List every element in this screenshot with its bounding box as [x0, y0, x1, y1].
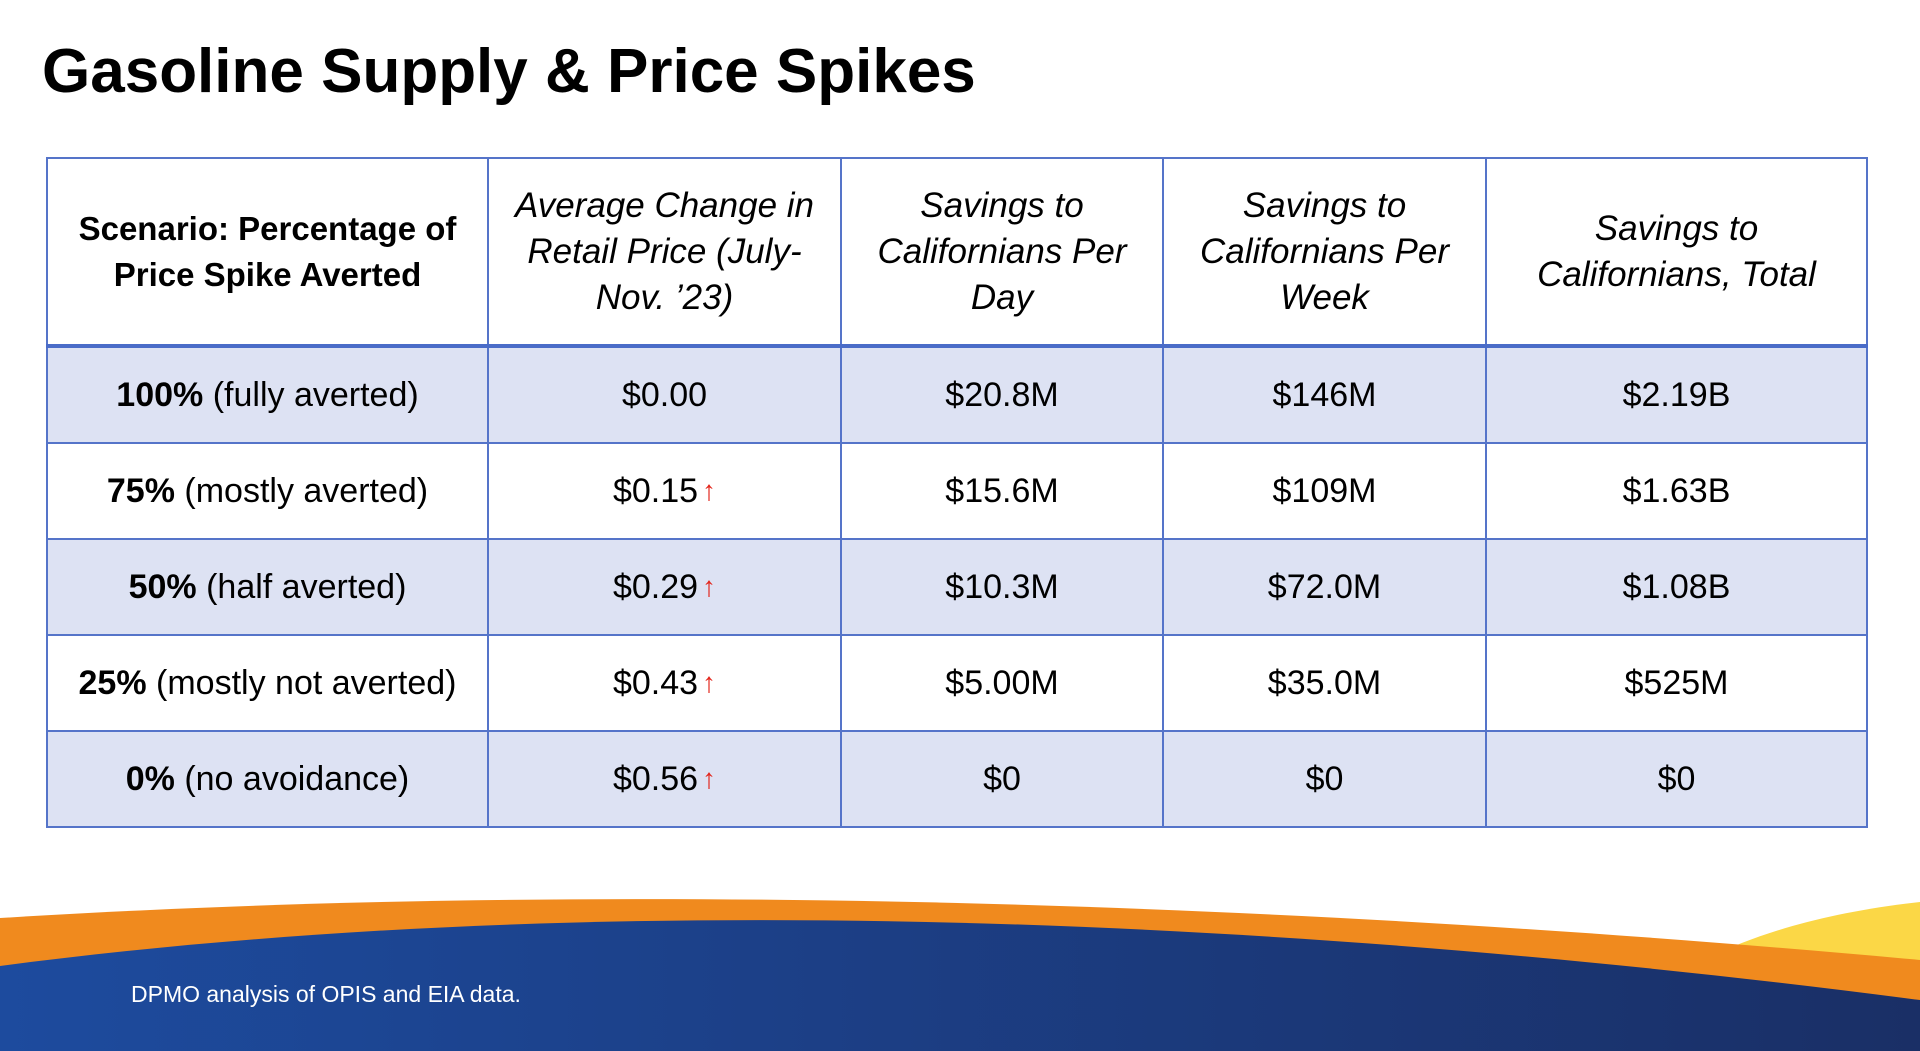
slide-title: Gasoline Supply & Price Spikes	[42, 37, 976, 106]
header-savings-per-day: Savings to Californians Per Day	[840, 157, 1164, 347]
savings-per-week-cell: $146M	[1162, 345, 1487, 444]
table-header-row: Scenario: Percentage of Price Spike Aver…	[46, 157, 1868, 347]
savings-per-week-cell: $35.0M	[1162, 634, 1487, 732]
price-change-value: $0.00	[621, 375, 708, 414]
price-change-value: $0.29	[612, 567, 699, 606]
savings-total-cell: $1.63B	[1485, 442, 1868, 540]
savings-total-cell: $0	[1485, 730, 1868, 828]
arrow-up-icon: ↑	[702, 474, 717, 506]
price-change-value: $0.15	[612, 471, 699, 510]
savings-per-day-cell: $10.3M	[840, 538, 1164, 636]
scenario-cell: 25% (mostly not averted)	[46, 634, 489, 732]
arrow-up-icon: ↑	[702, 762, 717, 794]
scenario-percent: 75%	[106, 471, 175, 510]
savings-per-week-cell: $0	[1162, 730, 1487, 828]
savings-per-week-cell: $72.0M	[1162, 538, 1487, 636]
arrow-up-icon: ↑	[702, 666, 717, 698]
savings-total-cell: $525M	[1485, 634, 1868, 732]
scenario-percent: 25%	[78, 663, 147, 702]
savings-total-cell: $1.08B	[1485, 538, 1868, 636]
scenario-description: (no avoidance)	[184, 759, 410, 798]
header-savings-total: Savings to Californians, Total	[1485, 157, 1868, 347]
savings-total-cell: $2.19B	[1485, 345, 1868, 444]
footer-blue-band	[0, 920, 1920, 1051]
footer-wave-graphic	[0, 899, 1920, 1051]
savings-per-day-cell: $20.8M	[840, 345, 1164, 444]
price-change-cell: $0.29 ↑	[487, 538, 842, 636]
header-scenario: Scenario: Percentage of Price Spike Aver…	[46, 157, 489, 347]
header-savings-per-week: Savings to Californians Per Week	[1162, 157, 1487, 347]
price-change-cell: $0.43 ↑	[487, 634, 842, 732]
scenario-cell: 100% (fully averted)	[46, 345, 489, 444]
source-note: DPMO analysis of OPIS and EIA data.	[131, 981, 521, 1007]
table-row: 25% (mostly not averted) $0.43 ↑ $5.00M $…	[46, 634, 1868, 732]
savings-per-day-cell: $0	[840, 730, 1164, 828]
table-row: 0% (no avoidance) $0.56 ↑ $0 $0 $0	[46, 730, 1868, 828]
price-change-cell: $0.00	[487, 345, 842, 444]
header-avg-change: Average Change in Retail Price (July-Nov…	[487, 157, 842, 347]
scenario-description: (half averted)	[206, 567, 407, 606]
price-change-cell: $0.56 ↑	[487, 730, 842, 828]
scenario-description: (mostly not averted)	[156, 663, 457, 702]
scenario-description: (mostly averted)	[184, 471, 429, 510]
table-row: 100% (fully averted) $0.00 $20.8M $146M …	[46, 345, 1868, 444]
savings-per-week-cell: $109M	[1162, 442, 1487, 540]
scenario-cell: 0% (no avoidance)	[46, 730, 489, 828]
scenario-percent: 100%	[116, 375, 204, 414]
savings-per-day-cell: $15.6M	[840, 442, 1164, 540]
price-spike-table: Scenario: Percentage of Price Spike Aver…	[46, 157, 1868, 828]
scenario-cell: 50% (half averted)	[46, 538, 489, 636]
scenario-description: (fully averted)	[212, 375, 419, 414]
price-change-value: $0.56	[612, 759, 699, 798]
price-change-cell: $0.15 ↑	[487, 442, 842, 540]
savings-per-day-cell: $5.00M	[840, 634, 1164, 732]
price-change-value: $0.43	[612, 663, 699, 702]
table-row: 50% (half averted) $0.29 ↑ $10.3M $72.0M …	[46, 538, 1868, 636]
table-row: 75% (mostly averted) $0.15 ↑ $15.6M $109M…	[46, 442, 1868, 540]
arrow-up-icon: ↑	[702, 570, 717, 602]
scenario-percent: 50%	[128, 567, 197, 606]
scenario-cell: 75% (mostly averted)	[46, 442, 489, 540]
scenario-percent: 0%	[125, 759, 175, 798]
